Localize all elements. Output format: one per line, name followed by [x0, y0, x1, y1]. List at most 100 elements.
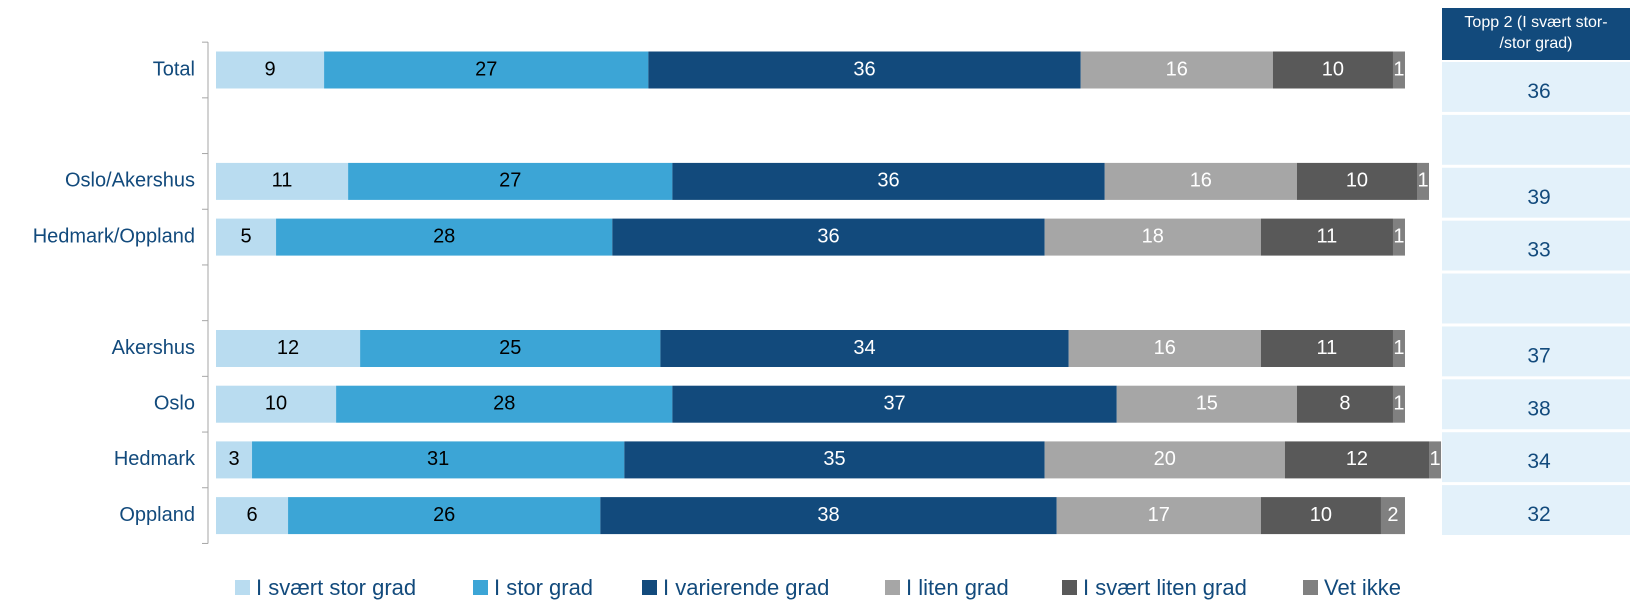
bar-segment: [672, 162, 1105, 200]
table-cell: [1442, 167, 1630, 218]
bar-segment: [1104, 162, 1297, 200]
value-label: 12: [1346, 448, 1368, 470]
category-label: Total: [153, 58, 195, 80]
value-label: 11: [272, 170, 293, 192]
table-cell: [1442, 326, 1630, 377]
bar-segment: [276, 218, 613, 256]
bar-segment: [1417, 162, 1430, 200]
category-label: Oslo: [154, 392, 195, 414]
value-label: 28: [433, 225, 455, 247]
value-label: 26: [433, 504, 455, 526]
value-label: 16: [1166, 58, 1188, 80]
bar-segment: [1068, 330, 1261, 367]
value-label: 1: [1417, 170, 1428, 192]
category-label: Hedmark/Oppland: [33, 225, 195, 247]
bar-segment: [288, 497, 601, 535]
value-label: 8: [1339, 392, 1350, 414]
bar-segment: [660, 330, 1069, 367]
bar-segment: [1044, 441, 1285, 479]
bar-segment: [1392, 330, 1405, 367]
value-label: 27: [475, 58, 497, 80]
legend-label: I svært liten grad: [1083, 575, 1247, 600]
value-label: 31: [427, 448, 449, 470]
value-label: 1: [1393, 225, 1404, 247]
bar-segment: [624, 441, 1045, 479]
table-cell: [1442, 379, 1630, 430]
bar-segment: [600, 497, 1057, 535]
bar-segment: [216, 51, 325, 89]
bar-segment: [648, 51, 1081, 89]
table-cell: [1442, 432, 1630, 483]
bar-segment: [252, 441, 625, 479]
bar-segment: [1080, 51, 1273, 89]
table-value: 32: [1527, 503, 1550, 526]
value-label: 27: [499, 170, 521, 192]
table-cell: [1442, 485, 1630, 535]
value-label: 37: [883, 392, 905, 414]
table-header-bg: [1442, 8, 1630, 60]
bar-segment: [216, 385, 337, 423]
bar-segment: [216, 218, 277, 256]
legend-label: Vet ikke: [1324, 575, 1401, 600]
bar-segment: [336, 385, 673, 423]
value-label: 10: [1322, 58, 1344, 80]
value-label: 10: [265, 392, 287, 414]
value-label: 10: [1346, 170, 1368, 192]
bar-segment: [1284, 441, 1430, 479]
bar-segment: [1056, 497, 1261, 535]
bar-segment: [216, 497, 289, 535]
bar-segment: [1044, 218, 1261, 256]
table-cell: [1442, 273, 1630, 324]
value-label: 16: [1190, 170, 1212, 192]
bar-segment: [1380, 497, 1405, 535]
bar-segment: [1116, 385, 1297, 423]
bar-segment: [1272, 51, 1393, 89]
value-label: 1: [1393, 58, 1404, 80]
table-value: 33: [1527, 239, 1550, 262]
table-value: 38: [1527, 397, 1550, 420]
value-label: 1: [1393, 337, 1404, 359]
legend-swatch: [642, 580, 657, 595]
table-value: 34: [1527, 450, 1551, 473]
legend-swatch: [1303, 580, 1318, 595]
table-value: 36: [1527, 80, 1550, 103]
bar-segment: [1260, 218, 1393, 256]
bar-segment: [216, 441, 253, 479]
value-label: 18: [1142, 225, 1164, 247]
table-header: Topp 2 (I svært stor-/stor grad): [1464, 14, 1607, 52]
legend-swatch: [473, 580, 488, 595]
bar-segment: [1296, 385, 1393, 423]
table-cell: [1442, 220, 1630, 271]
table-value: 39: [1527, 186, 1550, 209]
value-label: 9: [264, 58, 275, 80]
value-label: 16: [1154, 337, 1176, 359]
value-label: 36: [817, 225, 839, 247]
table-value: 37: [1527, 344, 1550, 367]
value-label: 11: [1317, 337, 1338, 359]
table-cell: [1442, 114, 1630, 165]
bar-segment: [1260, 330, 1393, 367]
value-label: 5: [240, 225, 251, 247]
legend-label: I stor grad: [494, 575, 593, 600]
value-label: 36: [853, 58, 875, 80]
category-label: Oppland: [119, 504, 195, 526]
legend-swatch: [1062, 580, 1077, 595]
value-label: 36: [877, 170, 899, 192]
legend-swatch: [235, 580, 250, 595]
bar-segment: [1296, 162, 1417, 200]
value-label: 1: [1393, 392, 1404, 414]
value-label: 34: [853, 337, 875, 359]
value-label: 11: [1317, 225, 1338, 247]
category-label: Oslo/Akershus: [65, 170, 195, 192]
bar-segment: [216, 162, 349, 200]
value-label: 3: [228, 448, 239, 470]
bar-segment: [1429, 441, 1442, 479]
value-label: 6: [246, 504, 257, 526]
value-label: 10: [1310, 504, 1332, 526]
value-label: 17: [1148, 504, 1170, 526]
value-label: 2: [1387, 504, 1398, 526]
bar-segment: [348, 162, 673, 200]
legend-label: I svært stor grad: [256, 575, 416, 600]
bar-segment: [672, 385, 1117, 423]
